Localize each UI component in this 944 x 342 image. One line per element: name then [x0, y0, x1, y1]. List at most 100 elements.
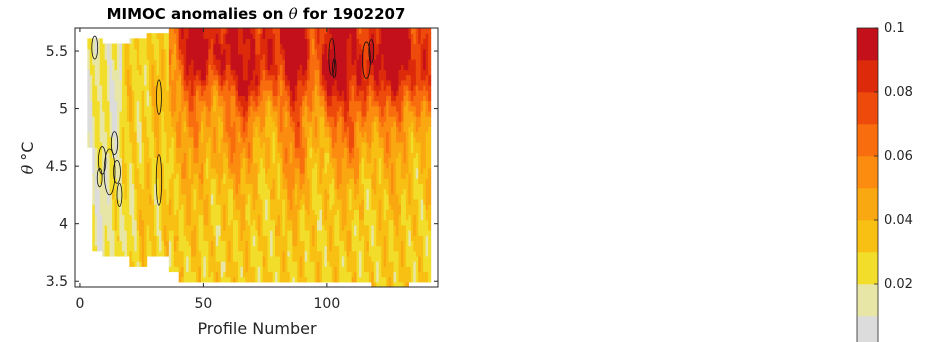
heatmap-cell [346, 193, 350, 200]
heatmap-cell [346, 141, 350, 148]
heatmap-cell [183, 79, 187, 86]
heatmap-cell [131, 136, 135, 143]
heatmap-cell [252, 90, 256, 96]
heatmap-cell [198, 95, 202, 102]
heatmap-cell [203, 69, 207, 76]
heatmap-cell [129, 64, 133, 71]
heatmap-cell [282, 224, 286, 231]
heatmap-cell [213, 147, 217, 153]
heatmap-cell [223, 136, 227, 143]
heatmap-cell [166, 53, 170, 60]
heatmap-cell [299, 64, 303, 71]
heatmap-cell [235, 240, 239, 247]
heatmap-cell [237, 116, 242, 122]
heatmap-cell [255, 79, 259, 86]
heatmap-cell [181, 126, 185, 133]
heatmap-cell [213, 131, 217, 138]
heatmap-cell [284, 219, 288, 226]
heatmap-cell [334, 245, 338, 252]
heatmap-cell [312, 43, 316, 50]
heatmap-cell [149, 141, 153, 148]
heatmap-cell [344, 95, 348, 102]
heatmap-cell [260, 193, 264, 200]
heatmap-cell [141, 95, 145, 102]
heatmap-cell [233, 105, 237, 112]
heatmap-cell [336, 79, 340, 86]
heatmap-cell [292, 209, 296, 216]
heatmap-cell [225, 250, 229, 257]
heatmap-cell [262, 276, 266, 283]
heatmap-cell [235, 214, 239, 221]
heatmap-cell [312, 219, 316, 226]
heatmap-cell [294, 261, 298, 267]
heatmap-cell [255, 147, 259, 153]
heatmap-cell [124, 230, 128, 236]
heatmap-cell [282, 79, 286, 86]
heatmap-cell [265, 224, 269, 231]
heatmap-cell [173, 95, 177, 102]
heatmap-cell [119, 178, 123, 184]
heatmap-cell [326, 69, 330, 76]
heatmap-cell [326, 266, 330, 273]
heatmap-cell [279, 69, 284, 76]
heatmap-cell [260, 255, 264, 262]
heatmap-cell [116, 48, 121, 55]
heatmap-cell [289, 235, 293, 241]
heatmap-cell [289, 162, 293, 169]
heatmap-cell [191, 53, 195, 60]
heatmap-cell [240, 95, 244, 102]
heatmap-cell [277, 157, 281, 164]
heatmap-cell [272, 38, 276, 45]
heatmap-cell [304, 136, 308, 143]
heatmap-cell [287, 167, 291, 174]
heatmap-cell [235, 147, 239, 153]
heatmap-cell [163, 178, 167, 184]
heatmap-cell [302, 28, 306, 34]
heatmap-cell [144, 224, 148, 231]
heatmap-cell [158, 162, 163, 169]
heatmap-cell [265, 105, 269, 112]
heatmap-cell [349, 100, 353, 107]
heatmap-cell [141, 193, 145, 200]
heatmap-cell [149, 162, 153, 169]
heatmap-cell [163, 79, 167, 86]
heatmap-cell [109, 79, 113, 86]
heatmap-cell [99, 193, 103, 200]
heatmap-cell [351, 162, 355, 169]
heatmap-cell [198, 69, 202, 76]
heatmap-cell [134, 198, 138, 205]
heatmap-cell [178, 162, 182, 169]
heatmap-cell [181, 33, 185, 39]
heatmap-cell [146, 95, 150, 102]
heatmap-cell [349, 204, 353, 210]
heatmap-cell [349, 250, 353, 257]
heatmap-cell [252, 64, 256, 71]
heatmap-cell [279, 43, 284, 50]
heatmap-cell [341, 173, 345, 179]
heatmap-cell [210, 100, 214, 107]
heatmap-cell [109, 167, 113, 174]
heatmap-cell [245, 162, 249, 169]
heatmap-cell [203, 255, 207, 262]
heatmap-cell [87, 105, 91, 112]
heatmap-cell [136, 240, 140, 247]
heatmap-cell [168, 48, 172, 55]
heatmap-cell [312, 230, 316, 236]
heatmap-cell [321, 48, 326, 55]
heatmap-cell [134, 64, 138, 71]
heatmap-cell [171, 121, 175, 128]
heatmap-cell [270, 59, 274, 65]
heatmap-cell [334, 167, 338, 174]
heatmap-cell [230, 173, 234, 179]
heatmap-cell [205, 28, 209, 34]
heatmap-cell [228, 121, 232, 128]
heatmap-cell [235, 33, 239, 39]
heatmap-cell [116, 131, 121, 138]
heatmap-cell [223, 141, 227, 148]
heatmap-cell [193, 53, 197, 60]
heatmap-cell [109, 121, 113, 128]
heatmap-cell [255, 178, 259, 184]
heatmap-cell [99, 95, 103, 102]
heatmap-cell [87, 136, 91, 143]
heatmap-cell [141, 214, 145, 221]
